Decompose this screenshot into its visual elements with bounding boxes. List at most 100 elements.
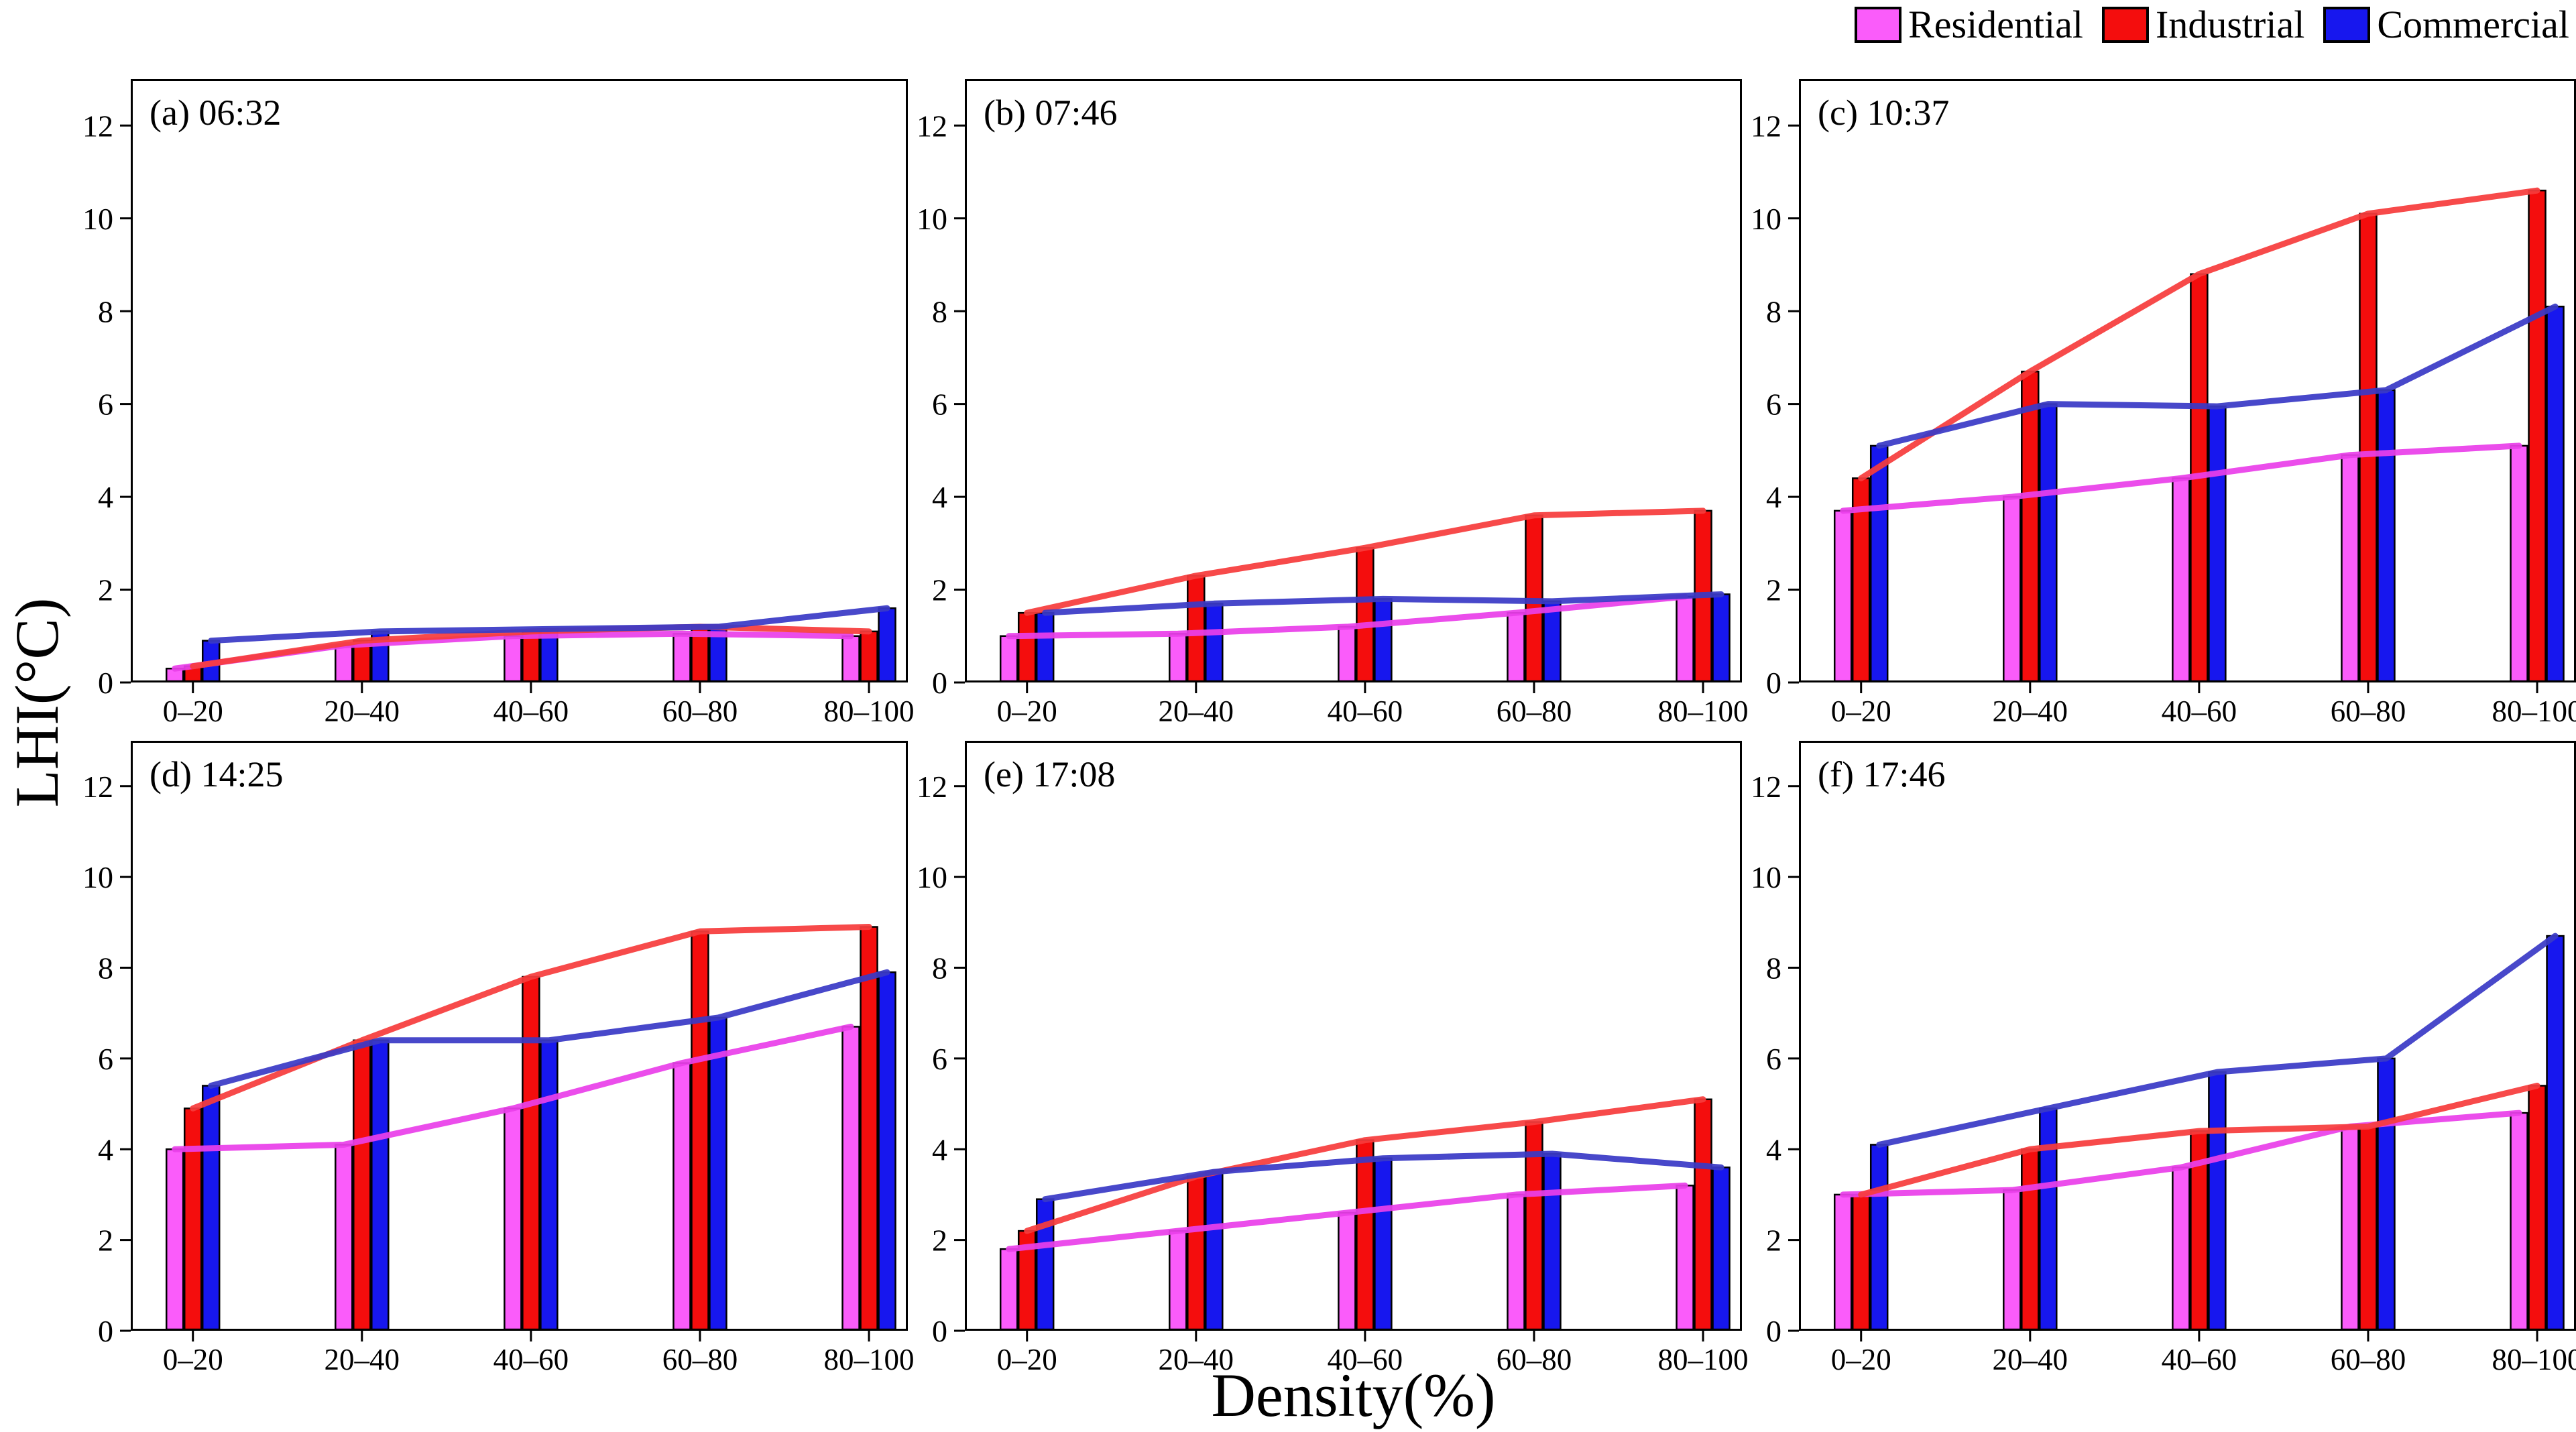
bar-industrial [1694,1098,1712,1331]
bar-industrial [1356,546,1374,682]
y-tick-label: 6 [98,387,113,422]
bar-residential [1338,625,1356,682]
y-tick-label: 10 [917,860,947,894]
subplot-title: (a) 06:32 [150,93,281,133]
x-tick-label: 0–20 [163,1343,223,1376]
bar-commercial [2546,305,2565,682]
bar-commercial [1205,1171,1224,1331]
y-tick-label: 0 [98,666,113,700]
subplot-title: (f) 17:46 [1818,754,1945,794]
y-tick-label: 8 [932,294,947,329]
bar-commercial [878,971,896,1331]
bar-residential [999,635,1018,682]
line-residential [1006,593,1688,640]
bar-residential [2510,1112,2528,1331]
x-tick-label: 40–60 [493,1343,569,1376]
bar-commercial [1543,600,1562,682]
subplot-canvas: 0 2 4 6 8 10 12 0–20 20–40 40–60 60–80 80–100 (b) 07… [917,79,1749,728]
bar-commercial [2039,1108,2058,1331]
y-tick-label: 2 [98,573,113,607]
subplot-d: 0 2 4 6 8 10 12 0–20 20–40 40–60 60–80 80–100 (d) 14… [82,741,915,1376]
bar-industrial [1187,1175,1206,1331]
bar-residential [2510,444,2528,682]
bar-commercial [1035,611,1055,682]
bar-commercial [201,1085,221,1331]
subplot-b: 0 2 4 6 8 10 12 0–20 20–40 40–60 60–80 80–100 (b) 07… [917,79,1749,728]
bar-industrial [860,630,878,682]
plot-border [131,79,908,682]
bar-residential [335,1144,353,1331]
plot-border [1799,741,2576,1331]
bar-residential [999,1248,1018,1331]
x-tick-label: 0–20 [997,695,1057,728]
subplot-title: (e) 17:08 [984,754,1115,794]
y-tick-label: 12 [917,109,947,143]
line-industrial [1024,508,1706,616]
bar-commercial [2377,1057,2396,1331]
bar-industrial [353,1039,371,1331]
bar-commercial [371,1039,390,1331]
bar-industrial [1851,1193,1871,1331]
bar-commercial [2208,1071,2227,1331]
y-tick-label: 6 [98,1042,113,1076]
y-tick-label: 10 [82,202,113,236]
y-tick-label: 4 [1766,1132,1781,1167]
x-tick-label: 0–20 [1831,695,1891,728]
bar-industrial [183,1108,202,1331]
line-commercial [208,969,890,1089]
x-tick-label: 60–80 [662,1343,738,1376]
bar-residential [2003,1189,2022,1331]
x-tick-label: 0–20 [163,695,223,728]
bar-industrial [2021,370,2040,682]
line-industrial [1024,1096,1706,1234]
legend-swatch-commercial [2323,7,2371,43]
y-tick-label: 6 [932,387,947,422]
plot-border [1799,79,2576,682]
legend-item-residential: Residential [1855,5,2083,44]
x-tick-label: 20–40 [1993,1343,2068,1376]
bar-commercial [1035,1198,1055,1331]
legend-item-commercial: Commercial [2323,5,2569,44]
x-tick-label: 60–80 [2331,1343,2406,1376]
x-tick-label: 80–100 [2492,1343,2576,1376]
x-tick-label: 80–100 [1658,695,1749,728]
bar-residential [165,1148,184,1331]
x-tick-label: 20–40 [1159,695,1234,728]
bar-residential [1833,510,1853,682]
x-tick-label: 0–20 [997,1343,1057,1376]
y-axis-label: LHI(°C) [3,597,71,808]
bar-commercial [1543,1152,1562,1331]
x-tick-label: 40–60 [2162,1343,2237,1376]
x-tick-label: 80–100 [824,1343,915,1376]
y-tick-label: 12 [82,770,113,804]
y-tick-label: 4 [98,480,113,514]
bar-residential [1833,1193,1853,1331]
x-tick-label: 20–40 [1159,1343,1234,1376]
bar-residential [1169,1230,1187,1331]
bar-industrial [2359,1126,2378,1331]
y-tick-label: 2 [1766,1224,1781,1258]
y-tick-label: 10 [917,202,947,236]
y-tick-label: 0 [98,1314,113,1348]
subplot-f: 0 2 4 6 8 10 12 0–20 20–40 40–60 60–80 80–100 (f) 17… [1751,741,2576,1376]
x-tick-label: 40–60 [493,695,569,728]
x-tick-label: 60–80 [1497,695,1572,728]
bar-commercial [540,1039,559,1331]
y-tick-label: 6 [1766,387,1781,422]
bar-industrial [1017,611,1037,682]
subplot-canvas: 0 2 4 6 8 10 12 0–20 20–40 40–60 60–80 80–100 (a) 06… [82,79,915,728]
line-commercial [1876,303,2559,449]
y-tick-label: 10 [1751,202,1781,236]
x-tick-label: 60–80 [662,695,738,728]
bar-residential [2341,454,2359,682]
bar-commercial [1869,1144,1889,1331]
line-residential [1840,442,2522,514]
subplot-grid: 0 2 4 6 8 10 12 0–20 20–40 40–60 60–80 80–100 (a) 06… [82,79,2576,1376]
bar-residential [2003,495,2022,682]
bar-industrial [522,975,540,1331]
bar-residential [2172,477,2190,682]
y-tick-label: 8 [98,951,113,986]
bar-commercial [1374,1157,1393,1331]
bar-residential [1676,595,1694,682]
bar-industrial [2359,213,2378,682]
